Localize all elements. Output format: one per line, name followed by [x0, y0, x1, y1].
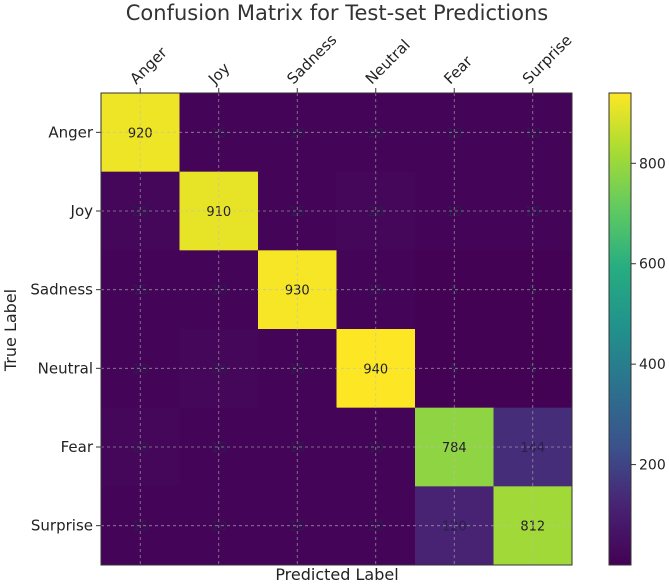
plot-frame [100, 92, 573, 566]
colorbar-tick-label: 600 [639, 257, 666, 273]
x-tick-label: Joy [204, 59, 233, 88]
y-tick-label: Joy [70, 202, 94, 220]
cell-value-label: 15 [524, 205, 541, 220]
x-tick-label: Anger [126, 43, 171, 88]
y-tick-label: Surprise [31, 517, 93, 535]
colorbar-gradient [608, 92, 632, 566]
cell-value-label: 10 [367, 126, 384, 141]
cell-value-label: 920 [128, 126, 153, 141]
x-tick-labels: Anger Joy Sadness Neutral Fear Surprise [126, 31, 575, 93]
cell-value-label: 20 [132, 205, 149, 220]
y-tick-labels: Anger Joy Sadness Neutral Fear Surprise [30, 123, 101, 535]
y-axis-label: True Label [1, 289, 20, 372]
colorbar-tick-label: 800 [639, 156, 666, 172]
x-tick-label: Sadness [283, 31, 340, 88]
x-tick-label: Surprise [519, 31, 576, 88]
y-tick-label: Neutral [38, 359, 93, 377]
cell-value-label: 910 [206, 205, 231, 220]
cell-value-label: 15 [289, 205, 306, 220]
chart-title: Confusion Matrix for Test-set Prediction… [126, 1, 548, 25]
cell-value-label: 10 [446, 126, 463, 141]
grid-lines [101, 93, 572, 565]
colorbar-tick-label: 200 [639, 458, 666, 474]
cell-value-label: 15 [210, 126, 227, 141]
x-axis-label: Predicted Label [275, 565, 398, 584]
colorbar: 200 400 600 800 [608, 92, 666, 566]
y-tick-label: Anger [48, 123, 94, 141]
x-tick-label: Neutral [362, 36, 414, 88]
x-tick-label: Fear [440, 52, 476, 88]
y-tick-label: Sadness [30, 281, 93, 299]
cell-value-label: 20 [367, 205, 384, 220]
colorbar-tick-label: 400 [639, 357, 666, 373]
cell-value-label: 10 [446, 205, 463, 220]
y-tick-label: Fear [61, 438, 94, 456]
cell-value-label: 10 [289, 126, 306, 141]
cell-value-label: 10 [524, 126, 541, 141]
